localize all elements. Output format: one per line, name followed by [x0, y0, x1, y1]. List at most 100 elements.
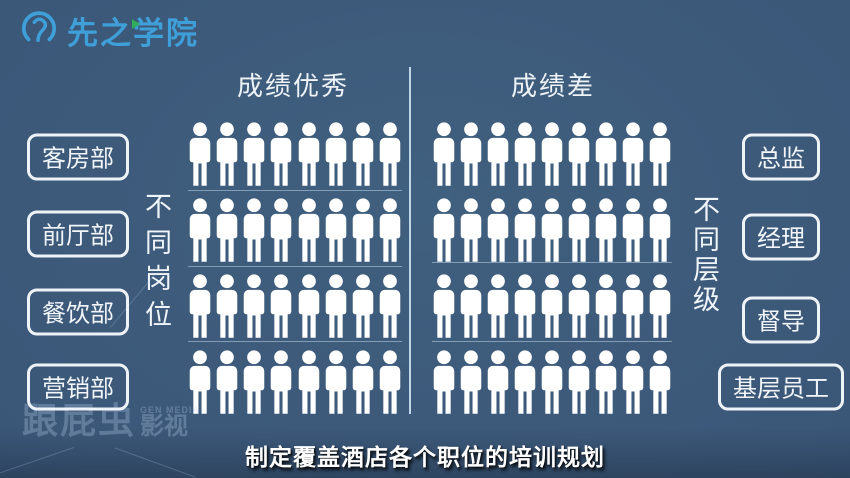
person-icon	[433, 198, 455, 262]
person-icon	[216, 122, 238, 186]
person-icon	[595, 274, 617, 338]
person-icon	[189, 198, 211, 262]
person-icon	[568, 198, 590, 262]
logo-text: 先之学院	[67, 16, 199, 51]
person-icon	[352, 198, 374, 262]
pictogram-row	[188, 350, 402, 415]
person-icon	[325, 198, 346, 262]
watermark-small: GEN MEDIA	[140, 405, 201, 415]
person-icon	[298, 350, 319, 414]
group-title-excellent: 成绩优秀	[236, 71, 350, 101]
pictogram-row	[432, 274, 672, 339]
person-icon	[379, 274, 401, 338]
person-icon	[541, 350, 563, 414]
person-icon	[271, 198, 292, 262]
caption-text: 制定覆盖酒店各个职位的培训规划	[245, 444, 605, 470]
person-icon	[514, 350, 536, 414]
pictogram-row	[188, 122, 402, 187]
person-icon	[271, 350, 292, 414]
person-icon	[244, 274, 265, 338]
person-icon	[595, 350, 617, 414]
row-separator	[432, 262, 672, 263]
person-icon	[622, 350, 644, 414]
row-label-right: 总监	[742, 133, 820, 181]
row-separator	[188, 341, 402, 342]
person-icon	[352, 274, 374, 338]
person-icon	[541, 198, 563, 262]
person-icon	[216, 350, 238, 414]
person-icon	[379, 198, 401, 262]
person-icon	[271, 274, 292, 338]
person-icon	[433, 122, 455, 186]
axis-label-levels: 不同层级	[689, 195, 719, 315]
person-icon	[649, 198, 671, 262]
person-icon	[352, 350, 374, 414]
person-icon	[487, 350, 509, 414]
pictogram-row	[432, 198, 672, 263]
watermark-sub: 影视	[140, 413, 189, 440]
person-icon	[487, 122, 509, 186]
person-icon	[379, 122, 401, 186]
logo-swirl-icon	[20, 9, 58, 52]
person-icon	[460, 274, 482, 338]
logo-accent-triangle-icon	[132, 19, 140, 29]
row-label-left: 餐饮部	[27, 288, 129, 336]
row-label-left: 客房部	[27, 133, 129, 181]
person-icon	[379, 350, 401, 414]
person-icon	[244, 122, 265, 186]
person-icon	[514, 198, 536, 262]
pictogram-row	[432, 122, 672, 187]
person-icon	[649, 274, 671, 338]
person-icon	[298, 122, 319, 186]
person-icon	[325, 274, 346, 338]
person-icon	[460, 122, 482, 186]
row-label-left: 前厅部	[27, 210, 129, 258]
person-icon	[487, 274, 509, 338]
person-icon	[244, 350, 265, 414]
divider-line	[409, 67, 411, 414]
person-icon	[622, 122, 644, 186]
person-icon	[433, 274, 455, 338]
person-icon	[216, 274, 238, 338]
person-icon	[487, 198, 509, 262]
person-icon	[514, 274, 536, 338]
person-icon	[460, 198, 482, 262]
person-icon	[298, 274, 319, 338]
pictogram-row	[432, 350, 672, 415]
pictogram-row	[188, 274, 402, 339]
axis-label-positions: 不同岗位	[141, 192, 171, 336]
row-separator	[188, 190, 402, 191]
pictogram-row	[188, 198, 402, 263]
row-label-right: 基层员工	[718, 363, 844, 411]
person-icon	[325, 350, 346, 414]
person-icon	[649, 350, 671, 414]
person-icon	[271, 122, 292, 186]
bottom-band	[0, 428, 850, 478]
person-icon	[541, 274, 563, 338]
person-icon	[244, 198, 265, 262]
person-icon	[622, 274, 644, 338]
person-icon	[622, 198, 644, 262]
group-title-poor: 成绩差	[510, 71, 596, 101]
person-icon	[595, 198, 617, 262]
person-icon	[649, 122, 671, 186]
person-icon	[298, 198, 319, 262]
person-icon	[189, 350, 211, 414]
row-label-left: 营销部	[27, 363, 129, 411]
person-icon	[189, 122, 211, 186]
row-separator	[432, 341, 672, 342]
person-icon	[352, 122, 374, 186]
person-icon	[568, 274, 590, 338]
person-icon	[325, 122, 346, 186]
person-icon	[568, 122, 590, 186]
person-icon	[595, 122, 617, 186]
person-icon	[541, 122, 563, 186]
pictogram-group-poor	[432, 0, 672, 478]
logo: 先之学院	[20, 8, 199, 53]
row-separator	[188, 266, 402, 267]
person-icon	[216, 198, 238, 262]
person-icon	[460, 350, 482, 414]
pictogram-group-excellent	[188, 0, 402, 478]
row-label-right: 经理	[742, 213, 820, 261]
